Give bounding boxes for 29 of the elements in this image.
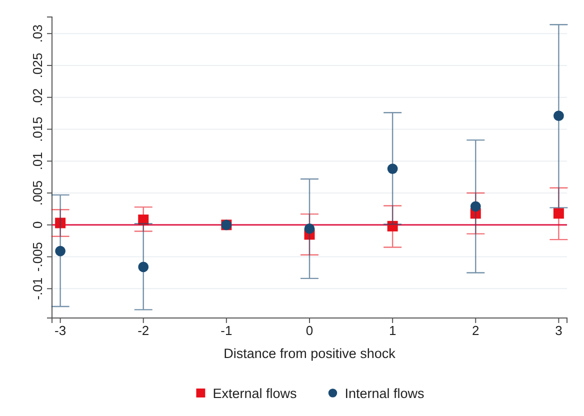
point — [138, 262, 149, 272]
y-tick-label: -.01 — [30, 277, 45, 300]
x-tick-label: 2 — [472, 323, 480, 338]
point — [387, 164, 398, 174]
y-tick-label: .005 — [30, 180, 45, 206]
point — [55, 218, 66, 228]
point — [553, 110, 564, 122]
point — [553, 208, 564, 219]
x-tick-label: 1 — [388, 323, 396, 338]
x-tick-label: 3 — [555, 323, 562, 338]
x-axis-title: Distance from positive shock — [224, 346, 396, 361]
point — [304, 224, 315, 234]
point — [470, 201, 481, 212]
x-tick-label: -1 — [220, 323, 232, 338]
y-tick-label: 0 — [30, 221, 45, 229]
legend-label: Internal flows — [344, 386, 425, 401]
y-tick-label: .025 — [30, 52, 45, 78]
y-tick-label: -.005 — [30, 242, 45, 272]
point — [55, 246, 66, 256]
y-tick-label: .02 — [30, 88, 45, 106]
y-tick-label: .01 — [30, 152, 45, 170]
legend-label: External flows — [212, 386, 297, 401]
x-tick-label: 0 — [306, 323, 314, 338]
x-tick-label: -2 — [138, 323, 150, 338]
x-tick-label: -3 — [54, 323, 66, 338]
point — [387, 220, 398, 232]
y-tick-label: .03 — [30, 24, 45, 43]
point — [138, 214, 149, 226]
y-tick-label: .015 — [30, 116, 45, 142]
